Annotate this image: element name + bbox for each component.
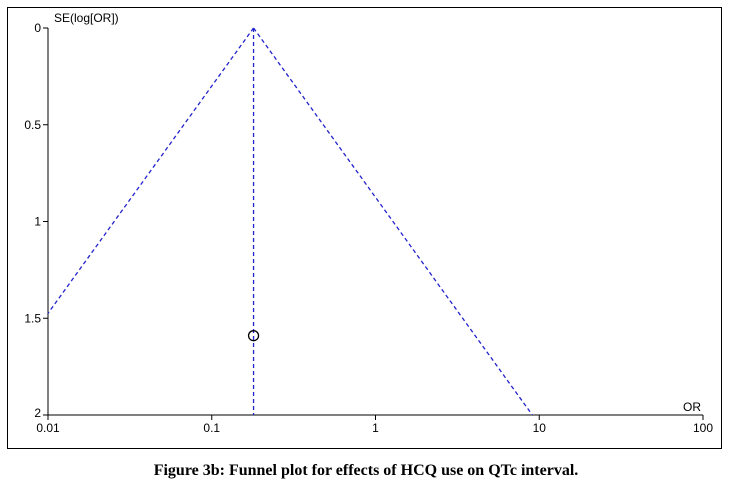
chart-frame: 0 0.5 1 1.5 2 0.01 0.1 1 10 100 SE(log[OR]) OR	[7, 7, 722, 449]
figure-caption: Figure 3b: Funnel plot for effects of HC…	[153, 462, 579, 479]
axis-labels: 0 0.5 1 1.5 20.01 0.1 1 10 100 SE(log[OR]) OR	[24, 11, 713, 435]
y-axis-title: SE(log[OR])	[54, 11, 119, 25]
study-point	[247, 330, 260, 342]
y-tick-label: 0	[34, 21, 41, 35]
funnel-lower-limit-line	[47, 27, 255, 314]
x-tick-label: 100	[693, 421, 713, 435]
funnel-upper-limit-line	[253, 27, 533, 416]
x-tick-label: 0.1	[203, 421, 220, 435]
x-axis-title: OR	[683, 400, 701, 414]
y-tick-label: 2	[34, 406, 41, 420]
x-tick-label: 10	[533, 421, 547, 435]
y-tick-label: 1	[34, 215, 41, 229]
study-points	[247, 330, 260, 342]
y-tick-label: 1.5	[24, 311, 41, 325]
funnel-plot: 0 0.5 1 1.5 20.01 0.1 1 10 100 SE(log[OR]) OR	[24, 11, 713, 435]
funnel-lines	[47, 27, 533, 416]
x-tick-label: 1	[372, 421, 379, 435]
y-tick-label: 0.5	[24, 118, 41, 132]
axes	[43, 27, 704, 420]
x-tick-label: 0.01	[36, 421, 60, 435]
